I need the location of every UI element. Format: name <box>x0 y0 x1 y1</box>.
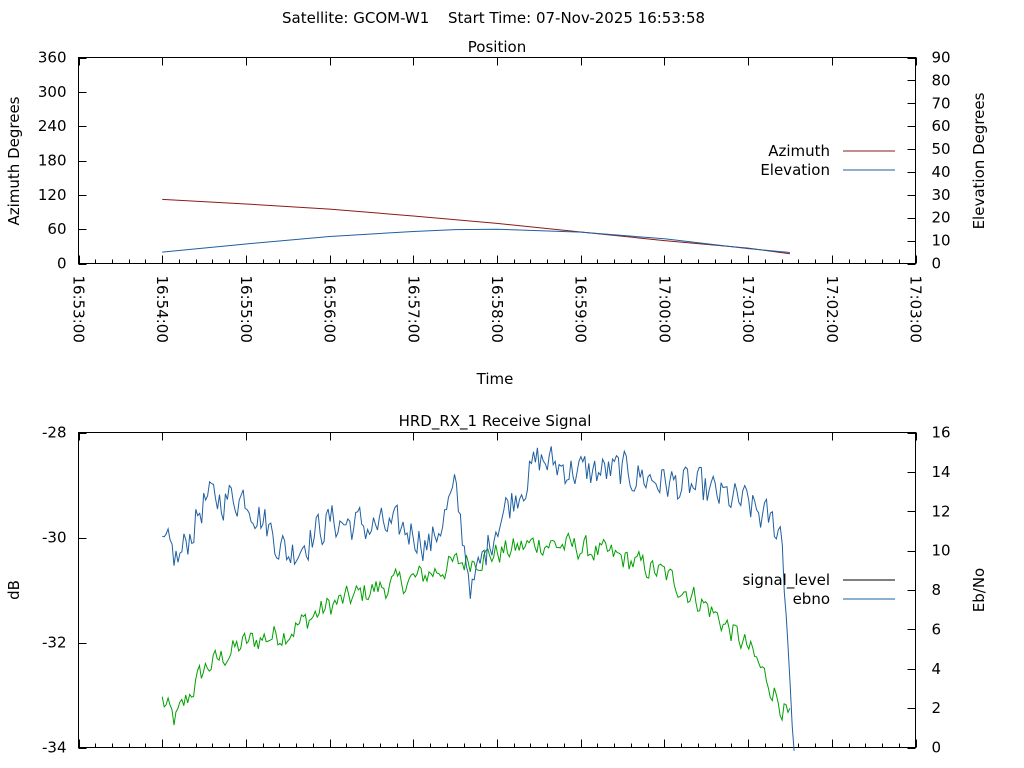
y2-tick-label: 16 <box>932 424 951 442</box>
x-tick-label: 16:58:00 <box>488 276 506 343</box>
y2-tick-label: 0 <box>932 255 942 273</box>
x-tick-label: 16:57:00 <box>404 276 422 343</box>
y2-tick-label: 8 <box>932 581 942 599</box>
x-tick-label: 17:03:00 <box>907 276 925 343</box>
x-tick-label: 17:00:00 <box>655 276 673 343</box>
y2-tick-label: 30 <box>932 186 951 204</box>
y-tick-label: -32 <box>42 634 67 652</box>
y-tick-label: 120 <box>38 186 67 204</box>
series-line-signal_level <box>161 532 791 726</box>
signal-title: HRD_RX_1 Receive Signal <box>399 412 592 431</box>
legend-elevation-label: Elevation <box>760 161 830 179</box>
y2-tick-label: 40 <box>932 163 951 181</box>
y-tick-label: -30 <box>42 529 67 547</box>
y2-tick-label: 0 <box>932 739 942 757</box>
y-tick-label: -34 <box>42 739 67 757</box>
position-title: Position <box>468 38 526 56</box>
y-tick-label: 300 <box>38 83 67 101</box>
header-start-time: Start Time: 07-Nov-2025 16:53:58 <box>448 9 705 27</box>
y-tick-label: 240 <box>38 117 67 135</box>
x-tick-label: 16:54:00 <box>153 276 171 343</box>
x-tick-label: 16:56:00 <box>321 276 339 343</box>
position-ylabel: Azimuth Degrees <box>5 96 23 225</box>
y-tick-label: 60 <box>47 220 66 238</box>
y-tick-label: 360 <box>38 49 67 67</box>
y2-tick-label: 70 <box>932 94 951 112</box>
y2-tick-label: 60 <box>932 117 951 135</box>
y2-tick-label: 80 <box>932 71 951 89</box>
y-tick-label: -28 <box>42 424 67 442</box>
x-tick-label: 17:01:00 <box>739 276 757 343</box>
legend-signal-level-label: signal_level <box>742 571 830 590</box>
signal-chart: HRD_RX_1 Receive Signal -34 -32 -30 -28 0 2 4 6… <box>5 412 988 757</box>
y2-tick-label: 90 <box>932 49 951 67</box>
position-xlabel: Time <box>476 370 514 388</box>
header-satellite: Satellite: GCOM-W1 <box>282 9 429 27</box>
y2-tick-label: 12 <box>932 502 951 520</box>
series-line-ebno <box>162 446 795 751</box>
y-tick-label: 0 <box>57 255 67 273</box>
legend-azimuth-label: Azimuth <box>768 142 830 160</box>
signal-y2label: Eb/No <box>970 568 988 612</box>
y2-tick-label: 10 <box>932 232 951 250</box>
y2-tick-label: 14 <box>932 463 951 481</box>
signal-legend: signal_level ebno <box>742 571 895 608</box>
signal-ylabel: dB <box>5 580 23 600</box>
y2-tick-label: 20 <box>932 209 951 227</box>
x-tick-label: 17:02:00 <box>823 276 841 343</box>
x-tick-label: 16:55:00 <box>237 276 255 343</box>
position-y2label: Elevation Degrees <box>970 92 988 229</box>
series-line-Azimuth <box>162 198 790 255</box>
x-tick-label: 16:53:00 <box>70 276 88 343</box>
signal-plot-frame <box>78 432 916 748</box>
y2-tick-label: 6 <box>932 620 942 638</box>
x-tick-label: 16:59:00 <box>572 276 590 343</box>
position-legend: Azimuth Elevation <box>760 142 895 179</box>
series-line-Elevation <box>162 228 790 253</box>
y2-tick-label: 10 <box>932 542 951 560</box>
legend-ebno-label: ebno <box>793 590 830 608</box>
y2-tick-label: 2 <box>932 699 942 717</box>
y2-tick-label: 50 <box>932 140 951 158</box>
position-chart: Position 16:53:00 16:54:00 16:55:00 16:56:0… <box>5 38 988 388</box>
y-tick-label: 180 <box>38 152 67 170</box>
y2-tick-label: 4 <box>932 660 942 678</box>
